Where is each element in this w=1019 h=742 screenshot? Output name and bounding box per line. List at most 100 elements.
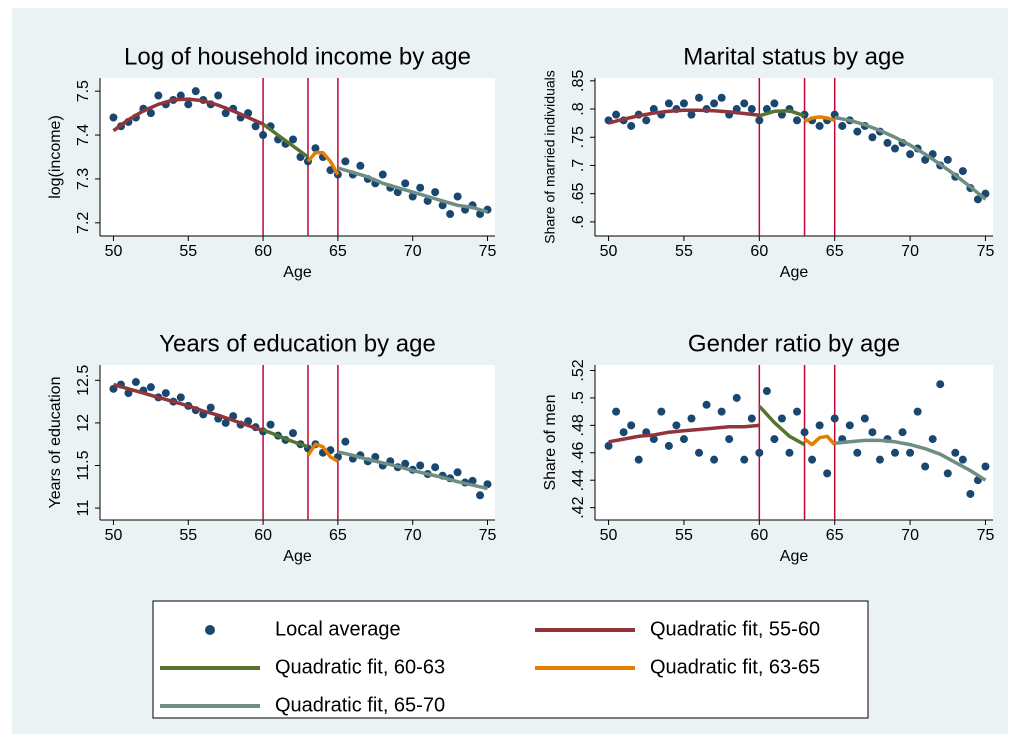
data-point — [928, 435, 937, 444]
data-point — [604, 441, 613, 450]
fit-line — [262, 122, 310, 159]
data-point — [868, 133, 877, 142]
y-tick-label: .48 — [570, 414, 587, 436]
data-point — [981, 462, 990, 471]
data-point — [943, 469, 952, 478]
x-tick-label: 50 — [600, 243, 618, 260]
data-point — [868, 428, 877, 437]
data-point — [891, 144, 900, 153]
x-tick-label: 70 — [404, 243, 422, 260]
panel-title: Log of household income by age — [124, 43, 471, 70]
fit-line — [803, 115, 836, 124]
data-point — [642, 116, 651, 125]
panel-title: Marital status by age — [683, 43, 904, 70]
data-point — [755, 448, 764, 457]
x-tick-label: 65 — [329, 527, 347, 544]
fit-line — [834, 438, 987, 482]
data-point — [341, 437, 350, 446]
x-tick-label: 50 — [600, 527, 618, 544]
data-point — [131, 378, 140, 387]
fit-line — [112, 97, 264, 133]
data-point — [146, 383, 155, 392]
y-axis-label: log(income) — [47, 115, 64, 199]
fit-line — [803, 434, 836, 447]
data-point — [853, 448, 862, 457]
data-point — [921, 462, 930, 471]
x-tick-label: 65 — [826, 527, 844, 544]
x-tick-label: 55 — [675, 527, 693, 544]
data-point — [838, 121, 847, 130]
data-point — [973, 195, 982, 204]
data-point — [936, 380, 945, 389]
x-axis-label: Age — [780, 548, 809, 565]
panel-title: Years of education by age — [159, 330, 436, 357]
data-point — [785, 448, 794, 457]
data-point — [446, 210, 455, 219]
y-tick-label: .75 — [570, 126, 587, 148]
data-point — [951, 448, 960, 457]
data-point — [913, 407, 922, 416]
data-point — [154, 91, 163, 100]
x-tick-label: 75 — [479, 527, 497, 544]
data-point — [401, 179, 410, 188]
data-point — [702, 400, 711, 409]
data-point — [221, 418, 230, 427]
data-point — [672, 421, 681, 430]
data-point — [725, 435, 734, 444]
data-point — [710, 455, 719, 464]
data-point — [341, 157, 350, 166]
data-point — [109, 113, 118, 122]
legend-label: Quadratic fit, 60-63 — [275, 656, 445, 678]
data-point — [627, 121, 636, 130]
data-point — [664, 441, 673, 450]
fit-line — [113, 382, 264, 433]
fit-line — [306, 150, 340, 176]
data-point — [710, 99, 719, 108]
legend-label: Quadratic fit, 65-70 — [275, 694, 445, 716]
data-point — [476, 491, 485, 500]
y-tick-label: .8 — [570, 102, 587, 115]
data-point — [747, 414, 756, 423]
data-point — [289, 429, 298, 438]
y-axis-label: Years of education — [47, 377, 64, 509]
x-tick-label: 75 — [977, 527, 995, 544]
data-point — [161, 389, 170, 398]
x-tick-label: 70 — [901, 243, 919, 260]
x-tick-label: 75 — [479, 243, 497, 260]
y-tick-label: 7.5 — [75, 80, 92, 102]
fit-line — [758, 405, 806, 447]
data-point — [627, 421, 636, 430]
y-tick-label: 7.2 — [75, 212, 92, 234]
data-point — [883, 138, 892, 147]
x-tick-label: 70 — [404, 527, 422, 544]
data-point — [740, 99, 749, 108]
data-point — [732, 393, 741, 402]
data-point — [770, 99, 779, 108]
data-point — [860, 414, 869, 423]
data-point — [695, 93, 704, 102]
data-point — [619, 428, 628, 437]
data-point — [943, 155, 952, 164]
data-point — [687, 110, 696, 119]
fit-line — [834, 115, 987, 201]
fit-line — [337, 450, 488, 491]
data-point — [717, 407, 726, 416]
data-point — [664, 99, 673, 108]
y-tick-label: .42 — [570, 496, 587, 518]
y-tick-label: 11.5 — [75, 450, 92, 480]
fit-line — [608, 108, 760, 125]
data-point — [431, 463, 440, 472]
data-point — [206, 403, 215, 412]
data-point — [717, 93, 726, 102]
data-point — [793, 116, 802, 125]
legend-marker — [205, 625, 215, 635]
data-point — [259, 131, 268, 140]
x-tick-label: 65 — [329, 243, 347, 260]
data-point — [762, 105, 771, 114]
y-tick-label: .65 — [570, 182, 587, 204]
panel-title: Gender ratio by age — [688, 330, 900, 357]
data-point — [679, 99, 688, 108]
data-point — [906, 150, 915, 159]
x-tick-label: 65 — [826, 243, 844, 260]
